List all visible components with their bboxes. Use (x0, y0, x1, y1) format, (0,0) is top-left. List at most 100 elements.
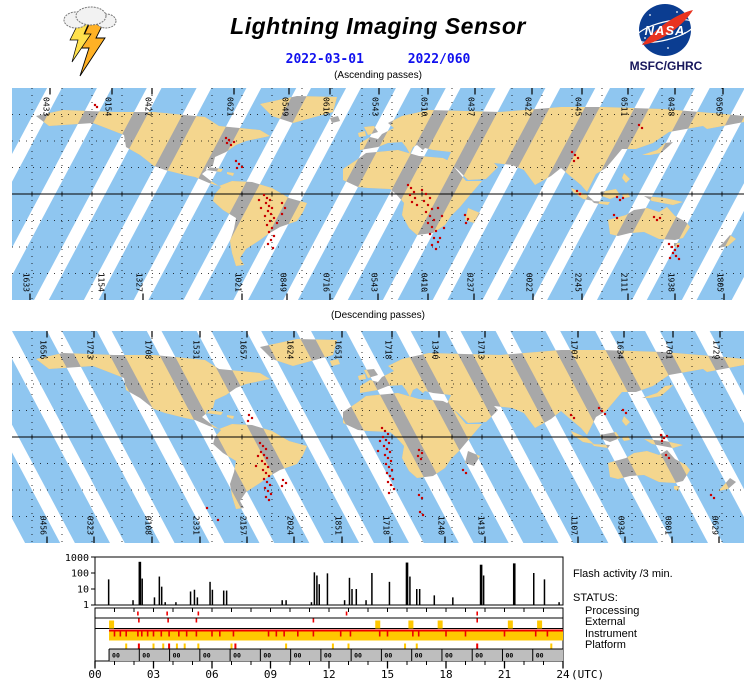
nasa-wordmark: NASA (645, 23, 686, 38)
svg-text:1340: 1340 (431, 340, 440, 359)
svg-text:1805: 1805 (716, 273, 725, 292)
svg-text:1723: 1723 (86, 340, 95, 359)
svg-text:1634: 1634 (616, 340, 625, 359)
svg-text:1240: 1240 (437, 516, 446, 535)
svg-text:1633: 1633 (22, 273, 31, 292)
status-row-label-processing: Processing (585, 605, 640, 617)
descending-caption: (Descending passes) (331, 310, 425, 321)
svg-text:00: 00 (354, 652, 362, 660)
svg-text:0445: 0445 (574, 97, 583, 116)
flash-chart-y-labels: 1000 100 10 1 (65, 553, 89, 611)
svg-text:1708: 1708 (144, 340, 153, 359)
date-iso: 2022-03-01 (285, 52, 364, 67)
svg-text:24: 24 (556, 668, 570, 680)
svg-text:0154: 0154 (104, 97, 113, 116)
land-in-swath (36, 339, 744, 509)
svg-text:1851: 1851 (334, 516, 343, 535)
ascending-caption: (Ascending passes) (334, 70, 422, 81)
orbit-time-labels: 1656 1723 1708 1531 1657 1624 1651 1718 1340 1713… (39, 331, 721, 543)
svg-text:1701: 1701 (665, 340, 674, 359)
svg-text:00: 00 (505, 652, 513, 660)
lightning-cloud-icon (63, 6, 117, 77)
svg-text:2024: 2024 (286, 516, 295, 535)
svg-text:10: 10 (77, 584, 89, 595)
svg-text:0716: 0716 (322, 273, 331, 292)
svg-text:0456: 0456 (39, 516, 48, 535)
nasa-logo: NASA (635, 4, 695, 56)
svg-text:1657: 1657 (239, 340, 248, 359)
svg-text:1154: 1154 (97, 273, 106, 292)
svg-text:0934: 0934 (617, 516, 626, 535)
orbit-time-labels: 0433 0154 0427 0621 0549 0616 0543 0510 0437 0422… (22, 88, 725, 300)
svg-text:0108: 0108 (144, 516, 153, 535)
svg-text:00: 00 (294, 652, 302, 660)
svg-text:1713: 1713 (477, 340, 486, 359)
svg-text:00: 00 (173, 652, 181, 660)
svg-text:0621: 0621 (226, 97, 235, 116)
svg-text:2111: 2111 (620, 273, 629, 292)
svg-text:00: 00 (536, 652, 544, 660)
svg-text:0629: 0629 (711, 516, 720, 535)
svg-text:1107: 1107 (570, 516, 579, 535)
svg-text:18: 18 (439, 668, 452, 680)
svg-text:15: 15 (381, 668, 394, 680)
ascending-passes-map: 0433 0154 0427 0621 0549 0616 0543 0510 0437 0422… (12, 88, 744, 300)
lightning-flash-dots (93, 103, 681, 261)
svg-text:1000: 1000 (65, 553, 89, 564)
equator-line (12, 434, 744, 440)
svg-text:1624: 1624 (286, 340, 295, 359)
svg-text:00: 00 (88, 668, 101, 680)
svg-text:21: 21 (498, 668, 511, 680)
svg-text:0543: 0543 (371, 97, 380, 116)
svg-text:1718: 1718 (384, 340, 393, 359)
svg-text:1651: 1651 (334, 340, 343, 359)
svg-text:00: 00 (324, 652, 332, 660)
svg-text:0438: 0438 (667, 97, 676, 116)
svg-text:0511: 0511 (620, 97, 629, 116)
svg-text:0849: 0849 (279, 273, 288, 292)
svg-text:0616: 0616 (322, 97, 331, 116)
svg-text:2157: 2157 (239, 516, 248, 535)
svg-text:03: 03 (147, 668, 160, 680)
svg-text:00: 00 (203, 652, 211, 660)
svg-text:0237: 0237 (466, 273, 475, 292)
date-doy: 2022/060 (407, 52, 471, 67)
svg-text:0543: 0543 (370, 273, 379, 292)
svg-text:00: 00 (233, 652, 241, 660)
status-row-label-instrument: Instrument (585, 628, 637, 640)
svg-text:00: 00 (263, 652, 271, 660)
svg-text:100: 100 (71, 569, 89, 580)
svg-text:1413: 1413 (477, 516, 486, 535)
svg-text:0801: 0801 (664, 516, 673, 535)
svg-text:1: 1 (83, 600, 89, 611)
svg-text:0323: 0323 (86, 516, 95, 535)
svg-text:0427: 0427 (144, 97, 153, 116)
svg-text:2245: 2245 (574, 273, 583, 292)
svg-text:2331: 2331 (192, 516, 201, 535)
svg-text:1729: 1729 (712, 340, 721, 359)
svg-text:1531: 1531 (192, 340, 201, 359)
svg-text:00: 00 (112, 652, 120, 660)
descending-passes-map: 1656 1723 1708 1531 1657 1624 1651 1718 1340 1713… (12, 331, 744, 543)
equator-line (12, 191, 744, 197)
svg-text:0549: 0549 (281, 97, 290, 116)
svg-text:00: 00 (384, 652, 392, 660)
flash-activity-legend: Flash activity /3 min. (573, 568, 673, 580)
svg-text:09: 09 (264, 668, 277, 680)
svg-text:0410: 0410 (420, 273, 429, 292)
status-heading: STATUS: (573, 592, 618, 604)
svg-text:06: 06 (205, 668, 218, 680)
svg-text:00: 00 (475, 652, 483, 660)
svg-text:0422: 0422 (524, 97, 533, 116)
land-in-swath (36, 96, 744, 266)
svg-text:0433: 0433 (42, 97, 51, 116)
svg-text:0510: 0510 (420, 97, 429, 116)
time-axis: 00 03 06 09 12 15 18 21 24 (UTC) (88, 661, 604, 680)
status-row-label-platform: Platform (585, 639, 626, 651)
external-row-events (109, 618, 543, 629)
svg-text:1656: 1656 (39, 340, 48, 359)
svg-text:1327: 1327 (135, 273, 144, 292)
svg-text:1707: 1707 (570, 340, 579, 359)
svg-text:00: 00 (445, 652, 453, 660)
